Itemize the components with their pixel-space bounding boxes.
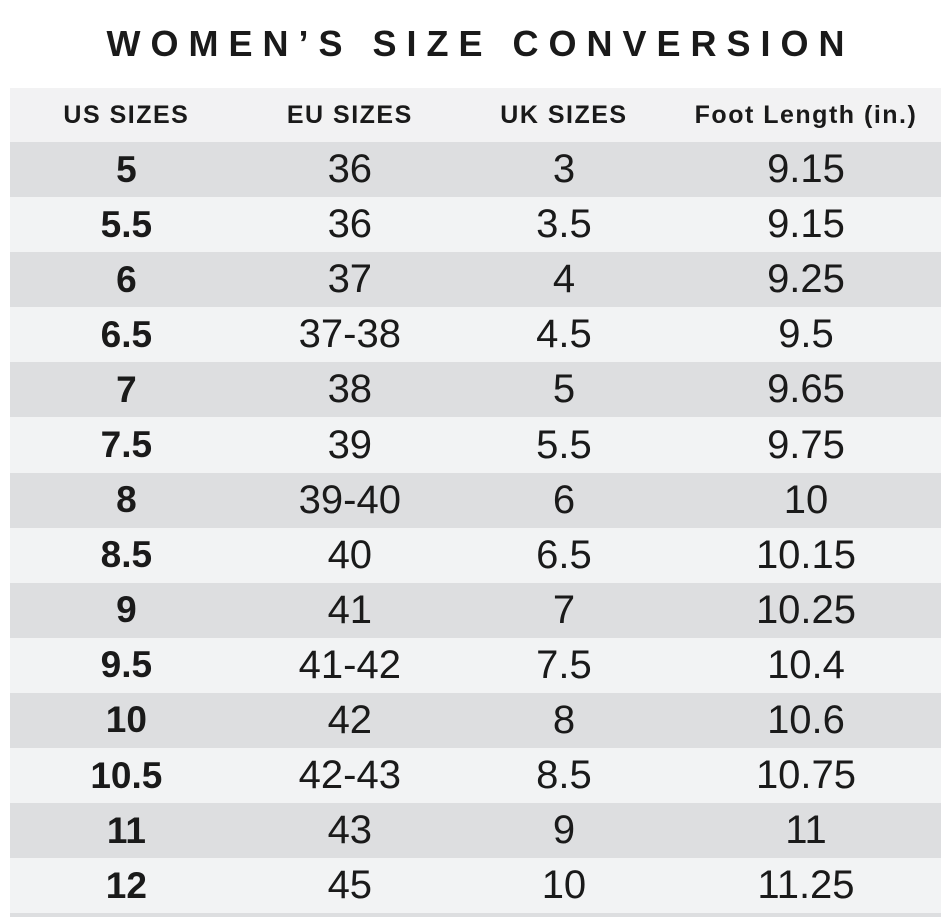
column-header-eu-sizes: EU SIZES — [286, 100, 413, 129]
cell-uk-size: 6 — [552, 477, 576, 522]
table-row: 8.5 40 6.5 10.15 — [10, 527, 941, 583]
cell-us-size: 5 — [116, 148, 137, 190]
cell-eu-size: 37 — [327, 257, 373, 302]
cell-us-size: 11 — [106, 809, 146, 851]
cell-eu-size: 37-38 — [298, 312, 401, 357]
cell-uk-size: 8.5 — [536, 753, 592, 798]
cell-uk-size: 9 — [552, 808, 576, 853]
table-row: 7 38 5 9.65 — [10, 362, 941, 418]
column-header-uk-sizes: UK SIZES — [500, 100, 628, 129]
cell-foot-length: 10.15 — [755, 532, 857, 577]
cell-uk-size: 4 — [552, 257, 576, 302]
cell-eu-size: 36 — [327, 202, 373, 247]
page-title: WOMEN’S SIZE CONVERSION — [106, 23, 855, 64]
cell-us-size: 5.5 — [100, 203, 153, 245]
cell-foot-length: 9.75 — [767, 422, 845, 467]
cell-us-size: 8 — [116, 479, 137, 521]
cell-uk-size: 4.5 — [536, 312, 592, 357]
cell-us-size: 12 — [105, 864, 147, 906]
cell-foot-length: 11.25 — [757, 863, 855, 908]
cell-foot-length: 9.15 — [767, 202, 845, 247]
table-row: 6 37 4 9.25 — [10, 252, 941, 308]
table-header-row: US SIZES EU SIZES UK SIZES Foot Length (… — [10, 88, 941, 142]
cell-us-size: 7 — [116, 368, 137, 410]
table-row: 5 36 3 9.15 — [10, 142, 941, 198]
cell-eu-size: 39 — [327, 422, 373, 467]
table-row: 8 39-40 6 10 — [10, 472, 941, 528]
cell-foot-length: 9.25 — [767, 257, 845, 302]
table-row: 11 43 9 11 — [10, 803, 941, 859]
cell-foot-length: 9.15 — [767, 147, 845, 192]
table-row: 5.5 36 3.5 9.15 — [10, 197, 941, 253]
cell-foot-length: 10.4 — [767, 642, 845, 687]
cell-eu-size: 42-43 — [298, 753, 401, 798]
table-body: 5 36 3 9.15 5.5 36 3.5 9.15 6 37 4 9.25 … — [10, 142, 941, 914]
cell-eu-size: 41-42 — [298, 642, 401, 687]
cell-uk-size: 3 — [552, 147, 576, 192]
cell-foot-length: 10.75 — [755, 753, 857, 798]
cell-foot-length: 10.25 — [755, 587, 857, 632]
cell-uk-size: 10 — [541, 863, 587, 908]
cell-eu-size: 39-40 — [298, 477, 401, 522]
cell-uk-size: 5 — [552, 367, 576, 412]
cell-uk-size: 7.5 — [536, 642, 592, 687]
cell-foot-length: 9.5 — [778, 312, 834, 357]
table-row: 9.5 41-42 7.5 10.4 — [10, 637, 941, 693]
next-row-clipped-sliver — [10, 913, 941, 917]
cell-us-size: 7.5 — [100, 424, 153, 466]
cell-eu-size: 42 — [327, 697, 373, 742]
cell-foot-length: 11 — [785, 808, 827, 853]
cell-foot-length: 10.6 — [767, 697, 845, 742]
cell-foot-length: 10 — [783, 477, 829, 522]
cell-eu-size: 40 — [327, 532, 373, 577]
cell-foot-length: 9.65 — [767, 367, 845, 412]
cell-us-size: 10.5 — [90, 754, 163, 796]
cell-uk-size: 6.5 — [536, 532, 592, 577]
cell-us-size: 6.5 — [100, 313, 153, 355]
table-row: 12 45 10 11.25 — [10, 858, 941, 914]
table-row: 9 41 7 10.25 — [10, 582, 941, 638]
cell-uk-size: 5.5 — [536, 422, 592, 467]
table-row: 10.5 42-43 8.5 10.75 — [10, 748, 941, 804]
cell-us-size: 10 — [105, 699, 147, 741]
cell-uk-size: 3.5 — [536, 202, 592, 247]
cell-eu-size: 41 — [327, 587, 373, 632]
size-conversion-table: US SIZES EU SIZES UK SIZES Foot Length (… — [10, 88, 941, 917]
cell-us-size: 9.5 — [100, 644, 153, 686]
cell-eu-size: 36 — [327, 147, 373, 192]
table-row: 7.5 39 5.5 9.75 — [10, 417, 941, 473]
cell-eu-size: 38 — [327, 367, 373, 412]
cell-eu-size: 43 — [327, 808, 373, 853]
cell-uk-size: 7 — [552, 587, 576, 632]
cell-us-size: 9 — [116, 589, 137, 631]
table-row: 10 42 8 10.6 — [10, 692, 941, 749]
cell-us-size: 8.5 — [100, 534, 153, 576]
cell-us-size: 6 — [116, 258, 137, 300]
cell-eu-size: 45 — [327, 863, 373, 908]
cell-uk-size: 8 — [552, 697, 576, 742]
column-header-foot-length: Foot Length (in.) — [694, 100, 918, 129]
column-header-us-sizes: US SIZES — [63, 100, 190, 129]
title-block: WOMEN’S SIZE CONVERSION — [0, 0, 951, 88]
table-row: 6.5 37-38 4.5 9.5 — [10, 307, 941, 363]
